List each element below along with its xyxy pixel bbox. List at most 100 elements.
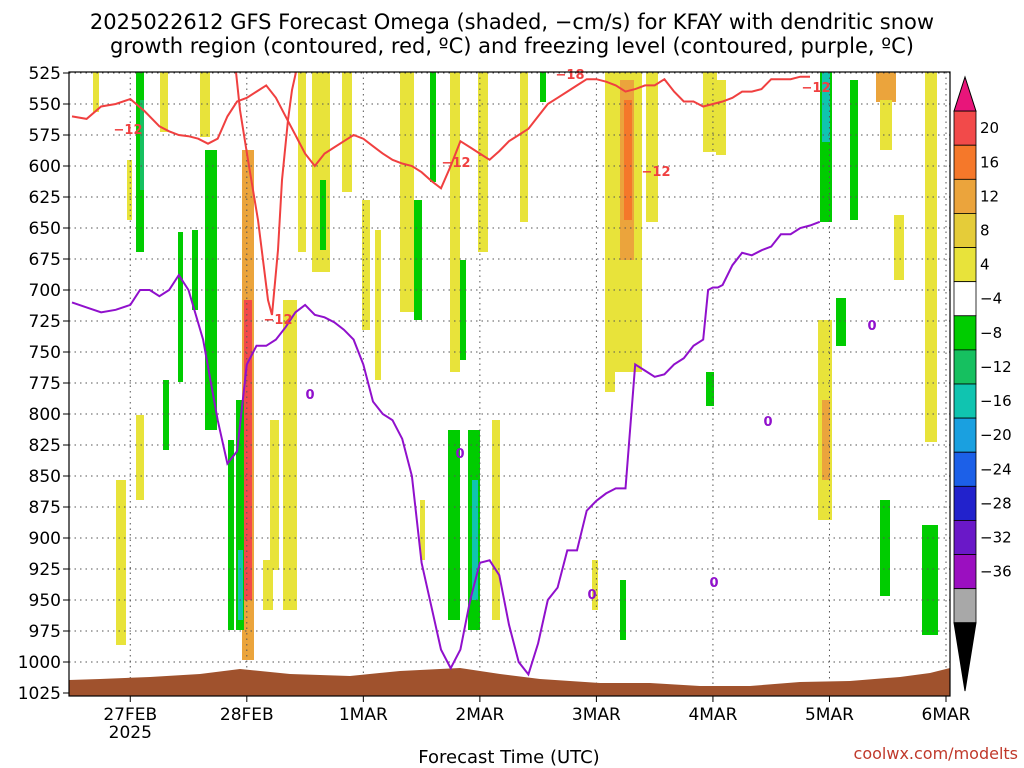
chart-title-line2: growth region (contoured, red, ºC) and f…	[110, 34, 914, 58]
omega-shade	[127, 160, 132, 220]
freezing-level-contour	[71, 220, 821, 677]
y-tick-label: 1025	[18, 684, 61, 704]
x-tick-label: 27FEB	[103, 705, 157, 725]
y-tick-label: 900	[29, 529, 61, 549]
x-tick-label: 5MAR	[805, 705, 854, 725]
surface-terrain	[69, 668, 950, 696]
freezing-label: 0	[709, 576, 718, 591]
colorbar-swatch	[953, 178, 977, 214]
x-axis-title: Forecast Time (UTC)	[418, 747, 599, 768]
freezing-label: 0	[455, 447, 464, 462]
y-tick-label: 525	[29, 64, 61, 84]
colorbar-swatch	[953, 247, 977, 283]
chart-title-line1: 2025022612 GFS Forecast Omega (shaded, −…	[90, 10, 934, 34]
omega-shade	[448, 430, 460, 620]
omega-shade	[270, 420, 279, 570]
omega-shade	[298, 72, 306, 252]
y-tick-label: 650	[29, 219, 61, 239]
omega-shade	[420, 500, 425, 560]
omega-shade	[362, 200, 370, 330]
colorbar-swatch	[953, 281, 977, 317]
omega-shade	[703, 72, 717, 152]
omega-shade	[706, 372, 714, 406]
omega-shade	[160, 72, 168, 132]
x-tick-sublabel: 2025	[109, 723, 152, 743]
x-tick-label: 1MAR	[339, 705, 388, 725]
x-tick-label: 3MAR	[572, 705, 621, 725]
omega-shade	[430, 72, 436, 182]
colorbar: 20 16 12 8 4 −4 −8 −12 −16 −20 −24 −28 −32 −36	[953, 75, 1012, 692]
omega-shade	[244, 300, 252, 600]
y-tick-label: 725	[29, 312, 61, 332]
x-tick-label: 4MAR	[688, 705, 737, 725]
colorbar-cap-top	[953, 75, 977, 112]
omega-shade	[540, 72, 546, 102]
colorbar-label: −28	[980, 494, 1012, 512]
credit-text: coolwx.com/modelts	[854, 744, 1018, 763]
colorbar-swatch	[953, 349, 977, 385]
colorbar-label: −12	[980, 358, 1012, 376]
colorbar-swatch	[953, 110, 977, 146]
omega-shade	[624, 100, 632, 220]
omega-shade	[450, 72, 460, 372]
colorbar-label: −36	[980, 563, 1012, 581]
omega-shade	[414, 200, 422, 320]
omega-shade	[894, 215, 904, 280]
omega-shade	[880, 500, 890, 596]
y-tick-label: 875	[29, 498, 61, 518]
freezing-label: 0	[763, 415, 772, 430]
colorbar-label: 12	[980, 187, 999, 205]
dgz-label: −18	[556, 68, 585, 83]
colorbar-label: 8	[980, 222, 990, 240]
y-axis: 525 550 575 600 625 650 675 700 725 750 775 800 825 8…	[18, 64, 69, 704]
omega-shade	[283, 300, 297, 610]
omega-shading	[93, 72, 938, 660]
colorbar-swatch	[953, 485, 977, 521]
omega-shade	[620, 580, 626, 640]
colorbar-cap-bottom	[953, 622, 977, 692]
y-tick-label: 775	[29, 374, 61, 394]
omega-shade	[836, 298, 846, 346]
dgz-label: −12	[802, 81, 831, 96]
omega-shade	[822, 400, 830, 480]
colorbar-label: 4	[980, 256, 990, 274]
y-tick-label: 625	[29, 188, 61, 208]
omega-shade	[228, 440, 234, 630]
dgz-label: −12	[264, 313, 293, 328]
y-tick-label: 850	[29, 467, 61, 487]
colorbar-label: −24	[980, 460, 1012, 478]
colorbar-label: −32	[980, 529, 1012, 547]
omega-shade	[592, 560, 598, 610]
dgz-label: −12	[642, 165, 671, 180]
y-tick-label: 950	[29, 591, 61, 611]
y-tick-label: 925	[29, 560, 61, 580]
colorbar-label: −16	[980, 392, 1012, 410]
omega-shade	[850, 80, 858, 220]
omega-shade	[375, 230, 381, 380]
colorbar-swatch	[953, 451, 977, 487]
colorbar-swatch	[953, 213, 977, 248]
colorbar-label: 20	[980, 119, 999, 137]
y-tick-label: 800	[29, 405, 61, 425]
y-tick-label: 975	[29, 622, 61, 642]
omega-shade	[605, 72, 615, 392]
omega-shade	[460, 260, 466, 360]
x-tick-label: 28FEB	[220, 705, 274, 725]
y-tick-label: 550	[29, 95, 61, 115]
colorbar-swatch	[953, 383, 977, 419]
y-tick-label: 1000	[18, 653, 61, 673]
dgz-lobe-contour	[235, 72, 297, 316]
omega-shade	[342, 72, 352, 192]
omega-shade	[922, 525, 938, 635]
omega-shade	[400, 72, 414, 312]
omega-shade	[178, 232, 183, 382]
y-tick-label: 750	[29, 343, 61, 363]
omega-shade	[205, 150, 217, 430]
colorbar-swatch	[953, 144, 977, 180]
dgz-label: −12	[114, 123, 143, 138]
omega-shade	[93, 72, 99, 112]
dgz-label: −12	[442, 156, 471, 171]
omega-shade	[136, 415, 144, 500]
